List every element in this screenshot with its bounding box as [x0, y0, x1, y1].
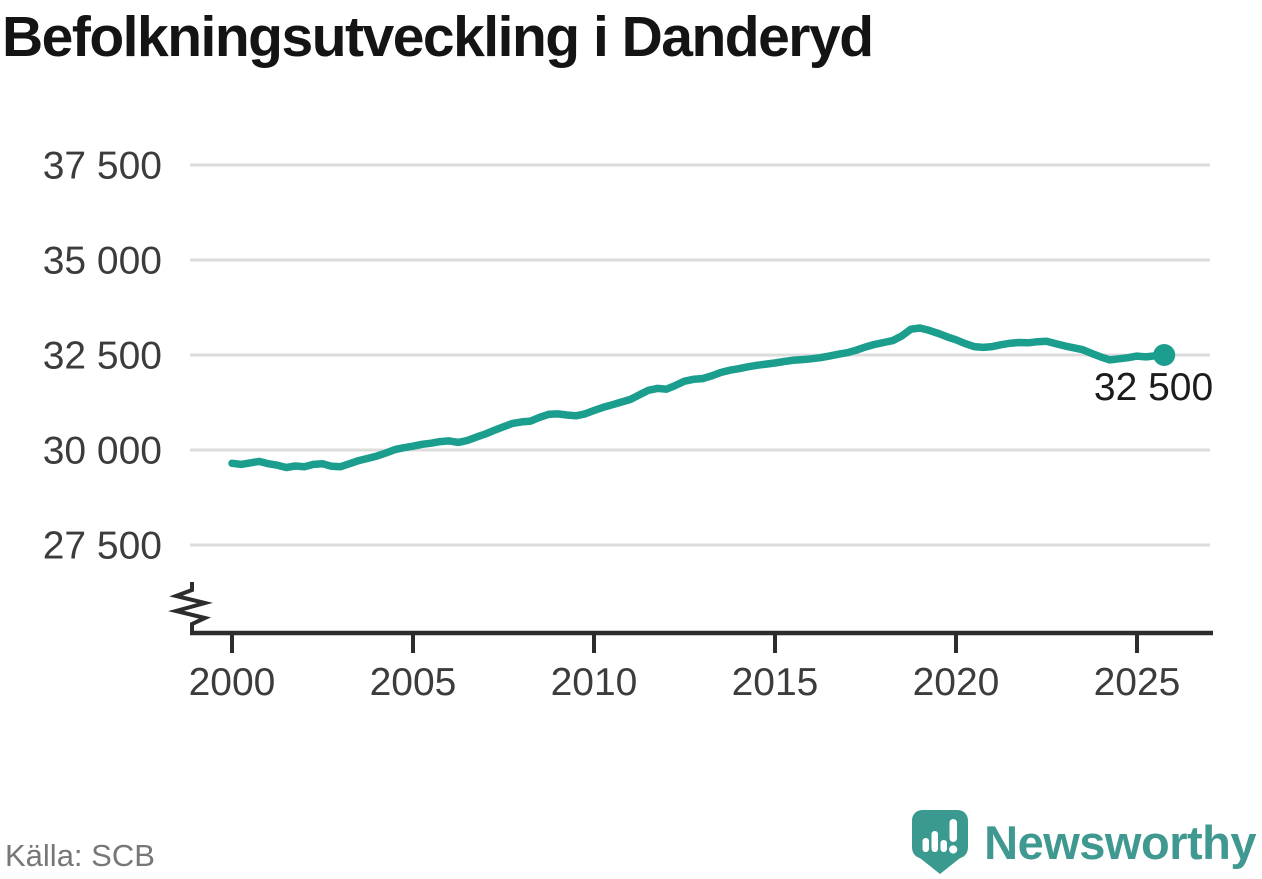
gridlines	[190, 163, 1210, 547]
y-tick-label: 27 500	[43, 525, 162, 568]
x-tick-label: 2015	[732, 661, 819, 704]
logo-bubble-shape	[912, 810, 969, 874]
x-axis: 2000 2005 2010 2015 2020 2025	[168, 582, 1213, 704]
x-tick-label: 2005	[370, 661, 457, 704]
x-tick-label: 2025	[1094, 661, 1181, 704]
y-tick-label: 35 000	[43, 240, 162, 283]
x-tick-label: 2020	[913, 661, 1000, 704]
newsworthy-logo-icon	[912, 810, 969, 874]
latest-value-label: 32 500	[1094, 366, 1213, 409]
population-series-line	[228, 324, 1168, 472]
y-axis-break-icon	[168, 582, 213, 633]
y-tick-label: 30 000	[43, 430, 162, 473]
x-tick-label: 2010	[551, 661, 638, 704]
chart-title: Befolkningsutveckling i Danderyd	[2, 5, 874, 69]
newsworthy-logo: Newsworthy	[910, 808, 1256, 876]
x-tick-label: 2000	[189, 661, 276, 704]
y-axis-labels: 37 500 35 000 32 500 30 000 27 500	[43, 145, 162, 568]
y-tick-label: 37 500	[43, 145, 162, 188]
latest-value-marker	[1153, 344, 1176, 366]
y-tick-label: 32 500	[43, 335, 162, 378]
source-note: Källa: SCB	[5, 838, 155, 873]
newsworthy-logo-text: Newsworthy	[984, 815, 1256, 869]
logo-bars-icon	[922, 819, 958, 854]
